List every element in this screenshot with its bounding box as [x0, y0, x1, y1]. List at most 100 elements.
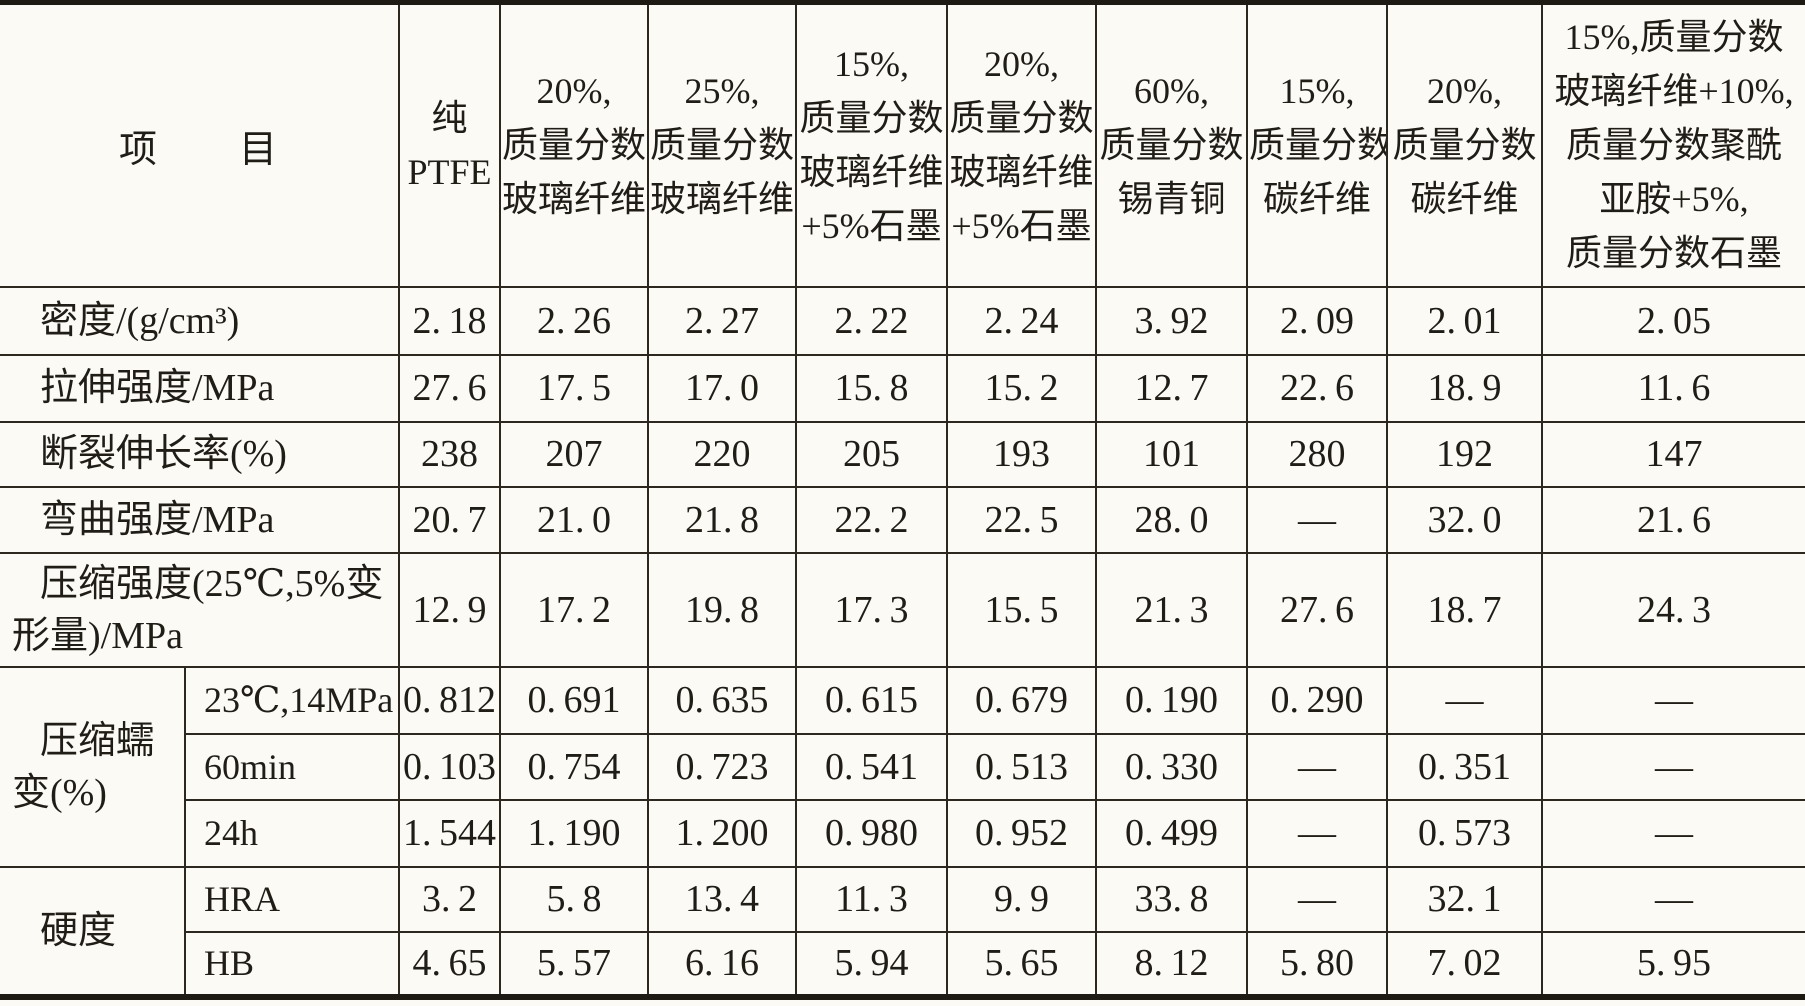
- table-row: 24h 1. 544 1. 190 1. 200 0. 980 0. 952 0. 499—…: [0, 798, 1805, 868]
- value-cell: 21. 8: [647, 485, 798, 554]
- value-cell: 0. 103: [398, 732, 502, 801]
- value-cell: 11. 3: [795, 865, 949, 933]
- corner-header-cell: 项 目: [0, 2, 401, 288]
- value-cell: 22. 6: [1246, 353, 1389, 423]
- value-cell: 5. 95: [1541, 930, 1805, 997]
- value-cell: 2. 27: [647, 285, 798, 356]
- value-cell: 5. 57: [499, 930, 650, 997]
- table-row: HB 4. 65 5. 57 6. 16 5. 94 5. 65 8. 12 5. 80 7. …: [0, 930, 1805, 997]
- value-cell: 5. 65: [946, 930, 1098, 997]
- value-cell: 20. 7: [398, 485, 502, 554]
- value-cell: 280: [1246, 420, 1389, 488]
- value-cell: 12. 9: [398, 551, 502, 668]
- table-row: 拉伸强度/MPa 27. 6 17. 5 17. 0 15. 8 15. 2 12. 7 22…: [0, 353, 1805, 423]
- row-label: 压缩强度(25℃,5%变 形量)/MPa: [0, 551, 401, 668]
- value-cell: 11. 6: [1541, 353, 1805, 423]
- table-row: 压缩强度(25℃,5%变 形量)/MPa 12. 9 17. 2 19. 8 17. 3…: [0, 551, 1805, 668]
- value-cell: 0. 679: [946, 665, 1098, 735]
- value-cell: 193: [946, 420, 1098, 488]
- value-cell: 13. 4: [647, 865, 798, 933]
- value-cell: 3. 92: [1095, 285, 1249, 356]
- value-cell: 192: [1386, 420, 1544, 488]
- value-cell: 15. 2: [946, 353, 1098, 423]
- value-cell: 9. 9: [946, 865, 1098, 933]
- value-cell: 1. 544: [398, 798, 502, 868]
- value-cell: 15. 8: [795, 353, 949, 423]
- value-cell: —: [1541, 665, 1805, 735]
- value-cell: 2. 09: [1246, 285, 1389, 356]
- table-row: 弯曲强度/MPa 20. 7 21. 0 21. 8 22. 2 22. 5 28. 0—3…: [0, 485, 1805, 554]
- column-header: 20%, 质量分数 碳纤维: [1386, 2, 1544, 288]
- value-cell: 0. 635: [647, 665, 798, 735]
- value-cell: —: [1246, 865, 1389, 933]
- value-cell: 15. 5: [946, 551, 1098, 668]
- value-cell: —: [1246, 485, 1389, 554]
- row-label: 弯曲强度/MPa: [0, 485, 401, 554]
- row-label: 密度/(g/cm³): [0, 285, 401, 356]
- sub-row-label: 23℃,14MPa: [183, 665, 401, 735]
- column-header: 25%, 质量分数 玻璃纤维: [647, 2, 798, 288]
- value-cell: 3. 2: [398, 865, 502, 933]
- value-cell: 1. 190: [499, 798, 650, 868]
- value-cell: 21. 0: [499, 485, 650, 554]
- value-cell: 2. 26: [499, 285, 650, 356]
- table-row: 断裂伸长率(%) 238 207 220 205 193 101 280 192 147: [0, 420, 1805, 488]
- value-cell: 0. 980: [795, 798, 949, 868]
- column-header: 15%, 质量分数 玻璃纤维 +5%石墨: [795, 2, 949, 288]
- value-cell: 18. 7: [1386, 551, 1544, 668]
- column-header: 15%, 质量分数 碳纤维: [1246, 2, 1389, 288]
- sub-row-label: HB: [185, 930, 401, 997]
- value-cell: 2. 24: [946, 285, 1098, 356]
- sub-row-label: HRA: [183, 865, 401, 933]
- value-cell: 28. 0: [1095, 485, 1249, 554]
- value-cell: 0. 190: [1095, 665, 1249, 735]
- value-cell: 0. 513: [946, 732, 1098, 801]
- value-cell: 27. 6: [1246, 551, 1389, 668]
- table-row: 压缩蠕 变(%) 23℃,14MPa 0. 812 0. 691 0. 635 0. 61…: [0, 665, 1805, 868]
- value-cell: 8. 12: [1095, 930, 1249, 997]
- value-cell: 238: [398, 420, 502, 488]
- value-cell: —: [1541, 865, 1805, 933]
- value-cell: 0. 812: [398, 665, 502, 735]
- column-header: 60%, 质量分数 锡青铜: [1095, 2, 1249, 288]
- value-cell: 0. 952: [946, 798, 1098, 868]
- value-cell: 18. 9: [1386, 353, 1544, 423]
- value-cell: 12. 7: [1095, 353, 1249, 423]
- value-cell: 205: [795, 420, 949, 488]
- column-header: 纯 PTFE: [398, 2, 502, 288]
- value-cell: 24. 3: [1541, 551, 1805, 668]
- value-cell: 21. 6: [1541, 485, 1805, 554]
- table-row: 60min 0. 103 0. 754 0. 723 0. 541 0. 513 0. 33…: [0, 732, 1805, 801]
- value-cell: 7. 02: [1386, 930, 1544, 997]
- value-cell: 0. 330: [1095, 732, 1249, 801]
- value-cell: 6. 16: [647, 930, 798, 997]
- value-cell: —: [1246, 732, 1389, 801]
- value-cell: 207: [499, 420, 650, 488]
- value-cell: 2. 01: [1386, 285, 1544, 356]
- value-cell: 19. 8: [647, 551, 798, 668]
- value-cell: 0. 541: [795, 732, 949, 801]
- value-cell: 32. 0: [1386, 485, 1544, 554]
- value-cell: 22. 5: [946, 485, 1098, 554]
- value-cell: —: [1541, 798, 1805, 868]
- value-cell: 2. 05: [1541, 285, 1805, 356]
- value-cell: 5. 80: [1246, 930, 1389, 997]
- value-cell: 4. 65: [398, 930, 502, 997]
- column-header: 15%,质量分数 玻璃纤维+10%, 质量分数聚酰 亚胺+5%, 质量分数石墨: [1541, 2, 1805, 288]
- value-cell: 147: [1541, 420, 1805, 488]
- value-cell: 0. 351: [1386, 732, 1544, 801]
- value-cell: —: [1246, 798, 1389, 868]
- value-cell: 220: [647, 420, 798, 488]
- value-cell: 17. 0: [647, 353, 798, 423]
- value-cell: 101: [1095, 420, 1249, 488]
- value-cell: 5. 94: [795, 930, 949, 997]
- value-cell: 0. 573: [1386, 798, 1544, 868]
- row-label: 断裂伸长率(%): [0, 420, 401, 488]
- group-label: 压缩蠕 变(%): [0, 665, 186, 868]
- column-header: 20%, 质量分数 玻璃纤维: [499, 2, 650, 288]
- value-cell: 0. 754: [499, 732, 650, 801]
- column-header: 20%, 质量分数 玻璃纤维 +5%石墨: [946, 2, 1098, 288]
